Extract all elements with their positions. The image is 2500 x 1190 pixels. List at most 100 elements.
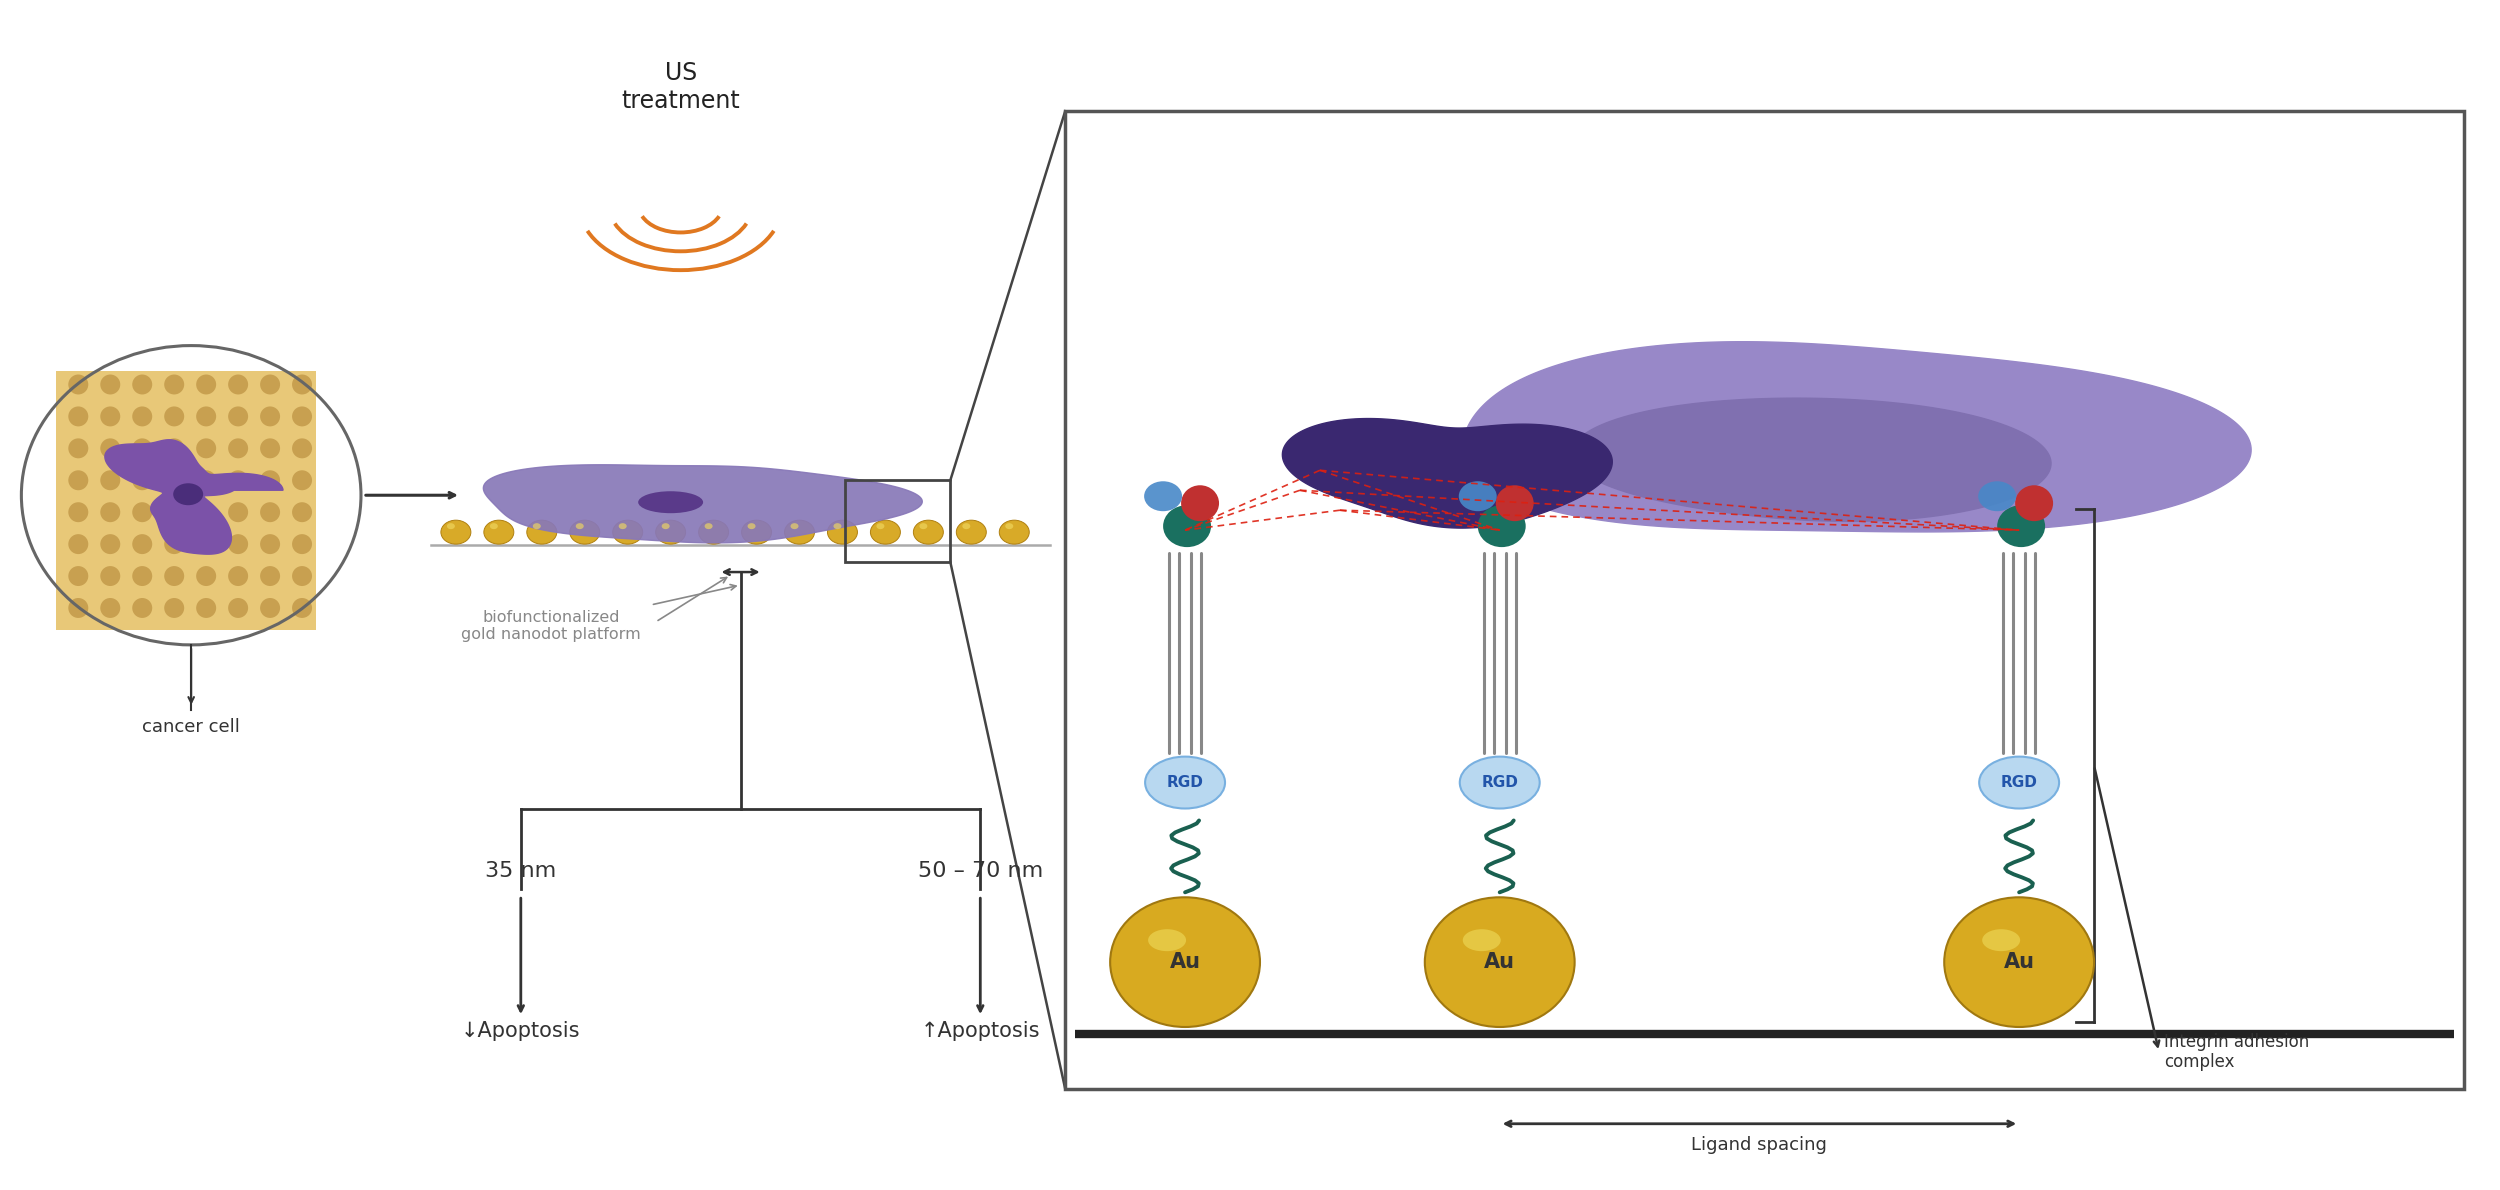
- Ellipse shape: [1462, 929, 1500, 951]
- Circle shape: [100, 375, 120, 394]
- Ellipse shape: [655, 520, 685, 544]
- Ellipse shape: [440, 520, 470, 544]
- Text: ↑Apoptosis: ↑Apoptosis: [920, 1021, 1040, 1041]
- Circle shape: [68, 566, 88, 585]
- Text: 35 nm: 35 nm: [485, 862, 558, 882]
- Ellipse shape: [828, 520, 858, 544]
- Ellipse shape: [962, 524, 970, 530]
- Text: RGD: RGD: [1482, 775, 1518, 790]
- Circle shape: [165, 502, 185, 522]
- Circle shape: [68, 502, 88, 522]
- Circle shape: [132, 375, 152, 394]
- Ellipse shape: [748, 524, 755, 530]
- Circle shape: [260, 438, 280, 458]
- Circle shape: [260, 599, 280, 618]
- Ellipse shape: [705, 524, 712, 530]
- Ellipse shape: [485, 520, 515, 544]
- Ellipse shape: [1148, 929, 1185, 951]
- Circle shape: [260, 534, 280, 555]
- Circle shape: [132, 470, 152, 490]
- Ellipse shape: [1978, 481, 2015, 512]
- Ellipse shape: [1145, 481, 1182, 512]
- Circle shape: [292, 599, 312, 618]
- Ellipse shape: [1162, 506, 1210, 547]
- Text: Integrin adhesion
complex: Integrin adhesion complex: [2165, 1033, 2310, 1071]
- Text: Au: Au: [1170, 952, 1200, 972]
- Circle shape: [228, 534, 248, 555]
- Circle shape: [292, 534, 312, 555]
- Ellipse shape: [570, 520, 600, 544]
- Text: Ligand spacing: Ligand spacing: [1693, 1135, 1828, 1154]
- Circle shape: [292, 566, 312, 585]
- Circle shape: [100, 534, 120, 555]
- Circle shape: [195, 438, 215, 458]
- Ellipse shape: [1478, 506, 1525, 547]
- Circle shape: [228, 599, 248, 618]
- Circle shape: [195, 375, 215, 394]
- Ellipse shape: [1998, 506, 2045, 547]
- Ellipse shape: [1110, 897, 1260, 1027]
- Text: Au: Au: [2002, 952, 2035, 972]
- Circle shape: [195, 599, 215, 618]
- Ellipse shape: [1180, 486, 1220, 521]
- Circle shape: [165, 534, 185, 555]
- Bar: [845, 481, 950, 562]
- Ellipse shape: [878, 524, 885, 530]
- Ellipse shape: [448, 524, 455, 530]
- Polygon shape: [1282, 419, 1612, 528]
- Ellipse shape: [912, 520, 942, 544]
- Circle shape: [260, 470, 280, 490]
- Circle shape: [100, 438, 120, 458]
- Circle shape: [100, 407, 120, 426]
- Polygon shape: [1462, 342, 2250, 532]
- Ellipse shape: [618, 524, 628, 530]
- Circle shape: [132, 407, 152, 426]
- Circle shape: [68, 470, 88, 490]
- Circle shape: [195, 534, 215, 555]
- Text: Au: Au: [1485, 952, 1515, 972]
- Circle shape: [132, 534, 152, 555]
- Ellipse shape: [1145, 757, 1225, 808]
- Ellipse shape: [698, 520, 728, 544]
- Circle shape: [195, 470, 215, 490]
- Ellipse shape: [612, 520, 642, 544]
- Circle shape: [100, 566, 120, 585]
- Circle shape: [68, 438, 88, 458]
- Circle shape: [228, 470, 248, 490]
- Circle shape: [228, 566, 248, 585]
- Ellipse shape: [638, 491, 702, 513]
- Circle shape: [132, 566, 152, 585]
- Ellipse shape: [575, 524, 582, 530]
- Ellipse shape: [490, 524, 498, 530]
- Circle shape: [165, 599, 185, 618]
- Circle shape: [195, 566, 215, 585]
- Circle shape: [228, 502, 248, 522]
- Ellipse shape: [1005, 524, 1013, 530]
- Ellipse shape: [1980, 757, 2060, 808]
- Ellipse shape: [1460, 481, 1498, 512]
- Circle shape: [68, 407, 88, 426]
- Polygon shape: [482, 465, 922, 543]
- Ellipse shape: [528, 520, 558, 544]
- Ellipse shape: [790, 524, 798, 530]
- Circle shape: [292, 407, 312, 426]
- Ellipse shape: [173, 483, 203, 506]
- Ellipse shape: [1982, 929, 2020, 951]
- Circle shape: [292, 375, 312, 394]
- Circle shape: [132, 502, 152, 522]
- Circle shape: [228, 438, 248, 458]
- Ellipse shape: [1945, 897, 2095, 1027]
- Circle shape: [260, 375, 280, 394]
- Circle shape: [68, 534, 88, 555]
- Ellipse shape: [920, 524, 928, 530]
- Text: cancer cell: cancer cell: [142, 718, 240, 735]
- Circle shape: [68, 599, 88, 618]
- Circle shape: [100, 470, 120, 490]
- Circle shape: [228, 407, 248, 426]
- Circle shape: [165, 470, 185, 490]
- Text: biofunctionalized
gold nanodot platform: biofunctionalized gold nanodot platform: [460, 610, 640, 643]
- Ellipse shape: [2015, 486, 2052, 521]
- Text: RGD: RGD: [2000, 775, 2037, 790]
- Circle shape: [100, 599, 120, 618]
- Polygon shape: [105, 440, 282, 555]
